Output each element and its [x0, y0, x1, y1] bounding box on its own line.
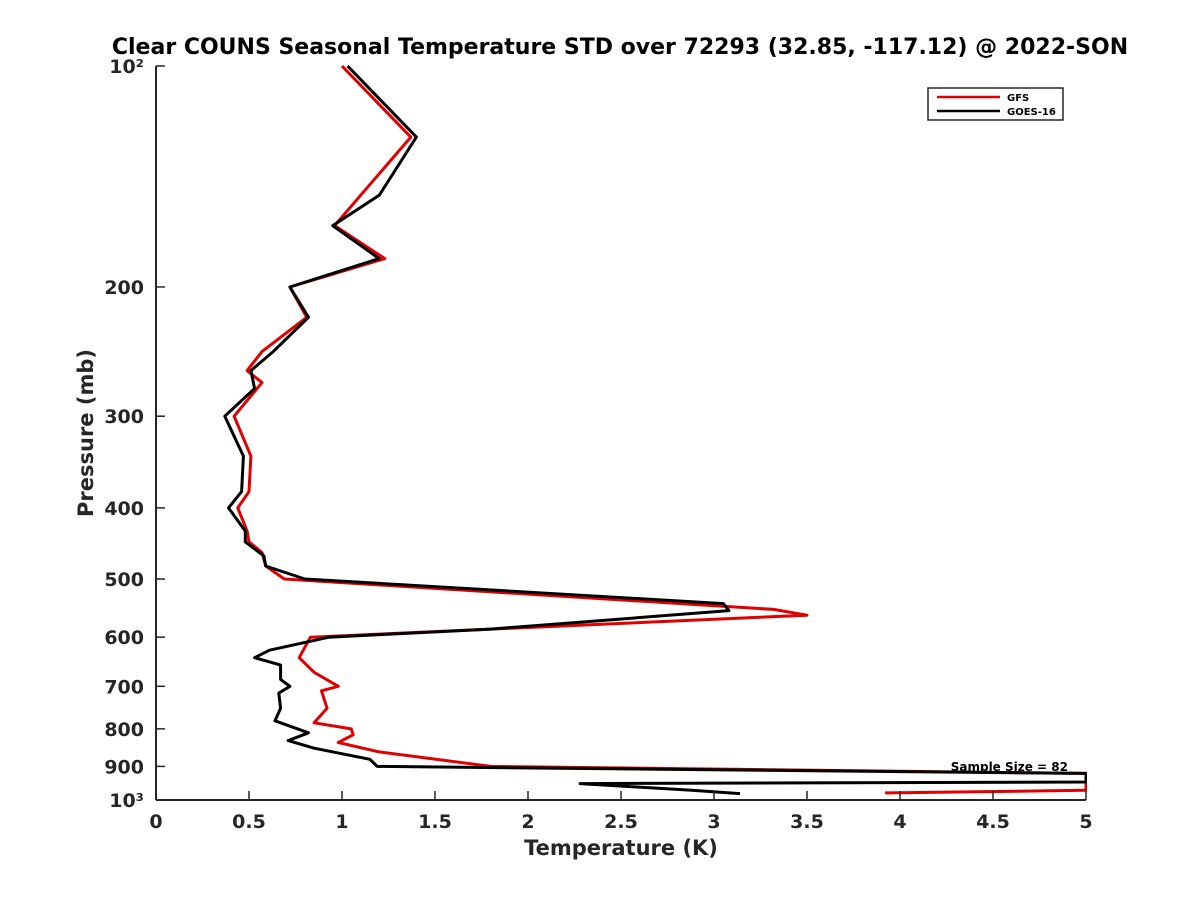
- x-tick-label: 4: [893, 811, 906, 833]
- plot-area: 0 0.5 1 1.5 2 2.5 3 3.5 4 4.5 5 10² 200 300 400 500 600…: [104, 56, 1092, 833]
- y-tick-label: 800: [104, 719, 144, 741]
- x-tick-label: 0: [149, 811, 162, 833]
- y-tick-label: 10³: [109, 790, 144, 812]
- x-tick-label: 3: [707, 811, 720, 833]
- y-tick-label: 300: [104, 406, 144, 428]
- y-axis-ticks: 10² 200 300 400 500 600 700 800 900 10³: [104, 56, 165, 812]
- chart-title: Clear COUNS Seasonal Temperature STD ove…: [112, 35, 1128, 60]
- y-tick-label: 700: [104, 676, 144, 698]
- y-tick-label: 600: [104, 627, 144, 649]
- y-tick-label: 200: [104, 277, 144, 299]
- series-layer: [223, 64, 1087, 796]
- x-tick-label: 3.5: [790, 811, 824, 833]
- x-tick-label: 1.5: [418, 811, 452, 833]
- x-tick-label: 2.5: [604, 811, 638, 833]
- x-tick-label: 4.5: [976, 811, 1010, 833]
- y-axis-label: Pressure (mb): [74, 349, 98, 517]
- legend-label-gfs: GFS: [1007, 93, 1029, 104]
- x-tick-label: 5: [1079, 811, 1092, 833]
- x-tick-label: 1: [335, 811, 348, 833]
- legend-label-goes16: GOES-16: [1007, 107, 1056, 118]
- legend-box: [927, 87, 1064, 121]
- x-tick-label: 0.5: [232, 811, 266, 833]
- legend: GFS GOES-16: [927, 87, 1064, 121]
- x-axis-ticks: 0 0.5 1 1.5 2 2.5 3 3.5 4 4.5 5: [149, 791, 1093, 833]
- y-tick-label: 900: [104, 756, 144, 778]
- sample-size-annotation: Sample Size = 82: [951, 760, 1068, 774]
- y-tick-label: 400: [104, 498, 144, 520]
- x-axis-label: Temperature (K): [524, 836, 718, 860]
- y-tick-label: 500: [104, 569, 144, 591]
- plot-background: [156, 66, 1086, 800]
- y-tick-label: 10²: [109, 56, 144, 78]
- x-tick-label: 2: [521, 811, 534, 833]
- series-line-goes16: [223, 64, 1087, 796]
